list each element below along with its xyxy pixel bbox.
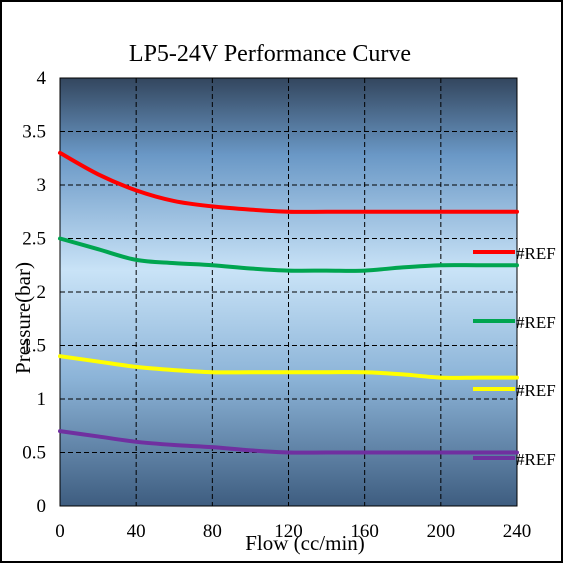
y-tick-label: 1.5 — [22, 336, 46, 357]
series-line-1 — [58, 150, 519, 214]
y-tick-label: 2 — [37, 282, 47, 303]
legend-label: #REF — [516, 244, 556, 263]
legend: #REF #REF #REF #REF — [473, 244, 556, 469]
y-tick-label: 3.5 — [22, 122, 46, 143]
y-tick-label: 0 — [37, 496, 47, 517]
x-tick-label: 120 — [274, 521, 303, 542]
legend-label: #REF — [516, 450, 556, 469]
x-tick-label: 160 — [350, 521, 379, 542]
x-tick-label: 40 — [127, 521, 146, 542]
series-line-2 — [58, 236, 519, 273]
x-tick-labels: 0 40 80 120 160 200 240 — [55, 521, 531, 542]
legend-label: #REF — [516, 313, 556, 332]
y-tick-label: 4 — [37, 68, 47, 89]
y-tick-label: 0.5 — [22, 443, 46, 464]
y-tick-label: 3 — [37, 175, 47, 196]
x-tick-label: 80 — [203, 521, 222, 542]
x-axis-label: Flow (cc/min) — [245, 531, 365, 555]
series-line-4 — [58, 429, 519, 455]
y-axis-label: Pressure(bar) — [11, 262, 35, 374]
y-tick-labels: 0 0.5 1 1.5 2 2.5 3 3.5 4 — [22, 68, 46, 517]
x-tick-label: 240 — [503, 521, 532, 542]
series-line-3 — [58, 354, 519, 380]
series-lines — [58, 150, 519, 455]
x-tick-label: 0 — [55, 521, 65, 542]
y-tick-label: 1 — [37, 389, 47, 410]
chart-title: LP5-24V Performance Curve — [129, 41, 411, 67]
legend-label: #REF — [516, 381, 556, 400]
y-tick-label: 2.5 — [22, 229, 46, 250]
x-tick-label: 200 — [427, 521, 456, 542]
